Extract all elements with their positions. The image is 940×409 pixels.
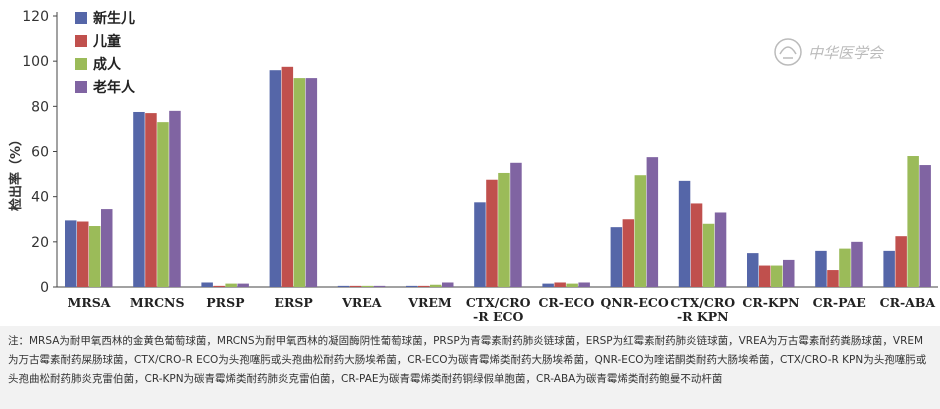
bar xyxy=(542,283,554,287)
bar xyxy=(225,283,237,287)
bar xyxy=(486,179,498,287)
bar xyxy=(678,180,691,287)
bar xyxy=(851,241,863,287)
x-tick-label: MRCNS xyxy=(130,295,185,310)
bar xyxy=(622,219,635,287)
bar xyxy=(919,165,931,287)
bar xyxy=(702,223,715,287)
x-tick-label: MRSA xyxy=(68,295,111,310)
bar xyxy=(690,203,703,287)
watermark-logo: 中华医学会 xyxy=(774,38,885,66)
bar xyxy=(406,285,418,287)
bar xyxy=(498,172,510,287)
watermark-text: 中华医学会 xyxy=(808,44,885,62)
bar xyxy=(77,221,89,287)
bar xyxy=(783,259,795,287)
legend-label: 新生儿 xyxy=(93,10,135,27)
y-tick-label: 20 xyxy=(31,235,49,251)
legend-label: 儿童 xyxy=(92,33,121,50)
bars xyxy=(65,66,931,288)
legend-label: 老年人 xyxy=(93,79,136,96)
bar xyxy=(65,220,77,287)
x-tick-label: QNR-ECO xyxy=(600,295,668,310)
bar xyxy=(305,78,318,288)
bar xyxy=(281,66,294,287)
bar xyxy=(373,285,386,287)
bar xyxy=(430,284,442,287)
bar xyxy=(634,175,647,287)
x-tick-label: VREA xyxy=(341,295,382,310)
legend-swatch xyxy=(75,58,87,70)
bar xyxy=(815,250,827,287)
x-tick-label: PRSP xyxy=(206,295,245,310)
legend-swatch xyxy=(75,81,87,93)
x-tick-label: VREM xyxy=(407,295,452,310)
bar-chart: 0 20 40 60 80 100 120 MRSA MRCNS PRSP ERSP VREA VRE… xyxy=(8,9,938,324)
bar xyxy=(201,282,213,287)
x-tick-label: CR-ABA xyxy=(880,295,936,310)
bar xyxy=(157,122,169,288)
bar xyxy=(771,265,783,287)
bar xyxy=(610,227,623,287)
bar xyxy=(883,250,895,287)
y-tick-label: 120 xyxy=(22,9,49,25)
bar xyxy=(759,265,771,287)
bar xyxy=(442,282,454,287)
y-axis-label: 检出率（%） xyxy=(8,133,24,211)
bar xyxy=(578,282,590,287)
bar xyxy=(133,111,145,288)
bar xyxy=(337,285,350,287)
legend-swatch xyxy=(75,35,87,47)
bar xyxy=(554,282,566,287)
x-tick-label: -R KPN xyxy=(677,309,729,324)
bar xyxy=(213,285,225,287)
bar xyxy=(269,70,282,287)
x-tick-label: CTX/CRO xyxy=(466,295,531,310)
bar xyxy=(895,236,907,287)
bar xyxy=(89,226,101,287)
bar xyxy=(714,212,727,287)
x-tick-label: CR-KPN xyxy=(742,295,799,310)
bar xyxy=(566,283,578,287)
footnote: 注：MRSA为耐甲氧西林的金黄色葡萄球菌，MRCNS为耐甲氧西林的凝固酶阴性葡萄… xyxy=(0,326,940,409)
y-tick-label: 40 xyxy=(31,190,49,206)
bar xyxy=(747,253,759,287)
legend-label: 成人 xyxy=(93,56,122,73)
y-tick-label: 0 xyxy=(40,280,49,296)
bar xyxy=(101,209,113,287)
y-tick-label: 100 xyxy=(22,54,49,70)
legend-swatch xyxy=(75,12,87,24)
bar xyxy=(169,110,181,287)
bar xyxy=(827,270,839,287)
bar xyxy=(237,283,249,287)
bar xyxy=(361,285,374,287)
bar xyxy=(474,202,486,287)
x-tick-label: CR-ECO xyxy=(538,295,594,310)
x-tick-label: ERSP xyxy=(274,295,313,310)
bar xyxy=(510,162,522,287)
bar xyxy=(907,156,919,287)
bar xyxy=(418,285,430,287)
bar xyxy=(145,113,157,287)
x-tick-label: CR-PAE xyxy=(813,295,866,310)
x-tick-label: CTX/CRO xyxy=(670,295,735,310)
y-tick-label: 80 xyxy=(31,99,49,115)
bar xyxy=(646,157,659,287)
bar xyxy=(839,248,851,287)
y-tick-label: 60 xyxy=(31,145,49,161)
bar xyxy=(293,78,306,288)
x-tick-label: -R ECO xyxy=(473,309,523,324)
bar xyxy=(349,285,362,287)
x-tick-labels: MRSA MRCNS PRSP ERSP VREA VREM CTX/CRO-R ECOCR… xyxy=(68,295,936,324)
